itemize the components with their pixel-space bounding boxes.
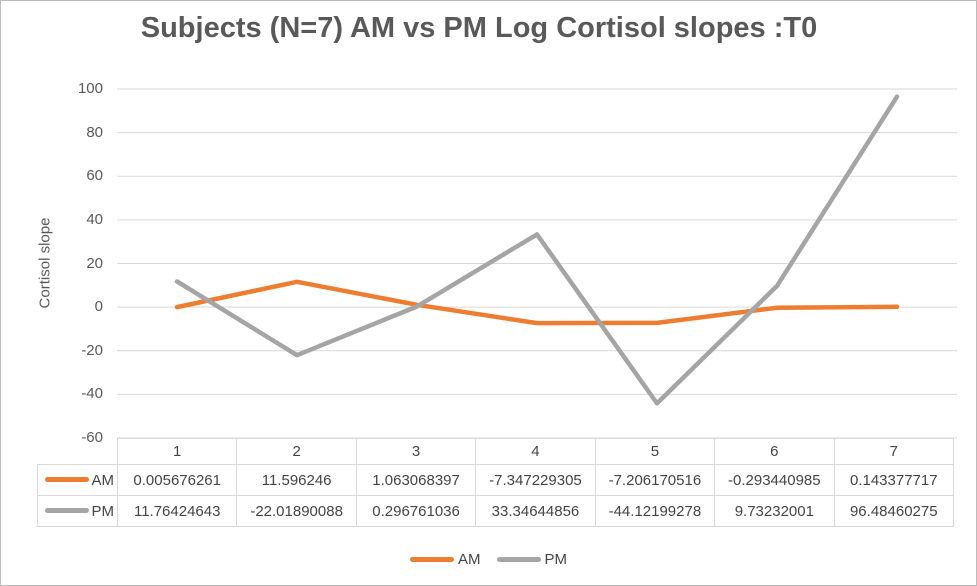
series-name-label: AM [91,471,115,489]
y-tick-label: 40 [86,210,103,228]
legend-item-am: AM [410,551,481,568]
table-value-cell: 11.596246 [236,464,357,496]
table-header-cell: 4 [475,438,596,465]
legend-swatch-pm [496,556,541,562]
table-value-cell: 96.48460275 [833,495,955,527]
table-value-cell: 1.063068397 [355,464,477,496]
table-header-cell: 5 [594,438,716,465]
table-header-cell: 6 [714,438,835,465]
table-value-cell: 33.34644856 [475,495,596,527]
y-tick-label: -20 [81,341,103,359]
legend: AM PM [1,547,976,571]
legend-label: PM [544,550,568,568]
y-tick-label: 0 [94,298,103,316]
table-value-cell: -0.293440985 [714,464,835,496]
series-swatch-am [44,477,89,483]
legend-label: AM [458,550,481,568]
y-tick-label: -40 [81,385,103,403]
table-value-cell: -7.347229305 [475,464,596,496]
series-line-pm [174,94,900,406]
legend-item-pm: PM [496,550,568,568]
chart-title: Subjects (N=7) AM vs PM Log Cortisol slo… [140,12,818,44]
table-header-cell: 3 [355,438,477,465]
table-value-cell: 0.143377717 [833,464,955,496]
table-value-cell: 0.005676261 [116,464,238,496]
series-line-am [174,279,900,326]
y-tick-label: -60 [81,429,103,446]
table-header-cell: 7 [833,438,955,465]
table-value-cell: 11.76424643 [116,495,238,527]
table-value-cell: 0.296761036 [355,495,477,527]
series-name-label: PM [91,502,115,520]
table-value-cell: -7.206170516 [594,464,716,496]
table-value-cell: 9.73232001 [714,495,835,527]
y-tick-label: 60 [86,167,103,185]
y-tick-label: 100 [77,80,103,97]
table-header-cell: 1 [116,438,238,465]
series-key-cell: AM [37,464,118,496]
y-tick-label: 80 [86,123,103,141]
table-row: PM 11.76424643 -22.01890088 0.296761036 33.3… [37,495,955,527]
table-value-cell: -44.12199278 [594,495,716,527]
table-value-cell: -22.01890088 [236,495,357,527]
table-corner-cell [38,439,118,465]
table-row: AM 0.005676261 11.596246 1.063068397 -7.3472… [37,464,955,496]
legend-swatch-am [410,556,454,562]
data-table: 1 2 3 4 5 6 7 AM 0.005676261 11.596246 1.063068397… [37,438,955,527]
series-key-cell: PM [37,495,118,527]
table-header-cell: 2 [236,438,357,465]
series-swatch-pm [44,508,89,514]
y-tick-label: 20 [86,254,103,272]
